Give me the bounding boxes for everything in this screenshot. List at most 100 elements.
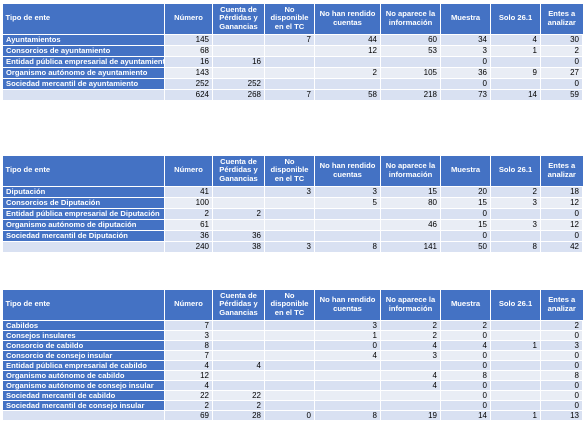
table-cell: 2	[212, 207, 265, 220]
table-cell	[212, 66, 265, 79]
table-cell: 12	[164, 369, 213, 381]
column-header: Número	[164, 4, 213, 34]
header-row: Tipo de ente Número Cuenta de Pérdidas y G…	[2, 156, 583, 186]
table-cell: 0	[440, 389, 491, 401]
table-cell	[212, 185, 265, 198]
table-cell: 4	[164, 359, 213, 371]
table-cell: 0	[540, 207, 583, 220]
total-cell: 14	[440, 409, 491, 421]
total-cell: 8	[314, 409, 381, 421]
table-cell: 4	[164, 379, 213, 391]
row-label: Ayuntamientos	[2, 33, 165, 46]
table-cell	[264, 319, 315, 331]
column-header: No han rendido cuentas	[314, 4, 381, 34]
table-cell: 8	[164, 339, 213, 351]
table-cell: 36	[164, 229, 213, 242]
table-cell: 0	[540, 349, 583, 361]
table-row: Sociedad mercantil de consejo insular 2 2 0…	[2, 399, 583, 411]
table-cell: 4	[380, 379, 441, 391]
table-cell: 7	[164, 319, 213, 331]
column-header: Número	[164, 290, 213, 320]
table-cell	[212, 33, 265, 46]
total-label-cell	[2, 88, 165, 101]
row-label: Sociedad mercantil de Diputación	[2, 229, 165, 242]
column-header: No han rendido cuentas	[314, 156, 381, 186]
column-header: No han rendido cuentas	[314, 290, 381, 320]
total-row: 624 268 7 58 218 73 14 59	[2, 88, 583, 101]
row-label: Organismo autónomo de consejo insular	[2, 379, 165, 391]
table-cell: 2	[440, 319, 491, 331]
table-cell: 44	[314, 33, 381, 46]
table-row: Sociedad mercantil de ayuntamiento 252 252…	[2, 77, 583, 90]
row-label: Sociedad mercantil de ayuntamiento	[2, 77, 165, 90]
total-cell: 38	[212, 240, 265, 253]
table-cell: 34	[440, 33, 491, 46]
table-row: Entidad pública empresarial de ayuntamie…	[2, 55, 583, 68]
table-cell: 9	[490, 66, 541, 79]
table-row: Organismo autónomo de diputación 61 46 15 3 1…	[2, 218, 583, 231]
table-row: Diputación 41 3 3 15 20 2 18	[2, 185, 583, 198]
table-cell	[264, 369, 315, 381]
header-row: Tipo de ente Número Cuenta de Pérdidas y G…	[2, 290, 583, 320]
table-cell: 252	[212, 77, 265, 90]
table-cell: 12	[314, 44, 381, 57]
table-cell	[264, 339, 315, 351]
total-cell: 240	[164, 240, 213, 253]
total-cell: 8	[490, 240, 541, 253]
table-cell	[314, 207, 381, 220]
table-cell: 2	[314, 66, 381, 79]
table-row: Consorcios de Diputación 100 5 80 15 3 12	[2, 196, 583, 209]
table-cell: 27	[540, 66, 583, 79]
column-header: No disponible en el TC	[264, 4, 315, 34]
total-label-cell	[2, 240, 165, 253]
table-cell: 36	[440, 66, 491, 79]
table-cell: 0	[540, 55, 583, 68]
table-cell	[380, 207, 441, 220]
table-cell	[264, 399, 315, 411]
table-cell: 2	[380, 319, 441, 331]
table-cell	[314, 55, 381, 68]
table-cell: 2	[490, 185, 541, 198]
table-diputacion: Tipo de ente Número Cuenta de Pérdidas y G…	[2, 156, 583, 253]
table-row: Cabildos 7 3 2 2 2	[2, 319, 583, 331]
table-cell	[380, 359, 441, 371]
total-cell: 141	[380, 240, 441, 253]
table-cell: 8	[440, 369, 491, 381]
total-cell: 59	[540, 88, 583, 101]
table-cell: 15	[380, 185, 441, 198]
table-cell	[264, 379, 315, 391]
table-cell	[314, 389, 381, 401]
table-cell	[490, 389, 541, 401]
table-cell: 3	[490, 218, 541, 231]
table-cell	[314, 369, 381, 381]
table-row: Consejos insulares 3 1 2 0 0	[2, 329, 583, 341]
table-cell	[380, 77, 441, 90]
table-cell: 41	[164, 185, 213, 198]
table-cell: 7	[264, 33, 315, 46]
total-cell: 3	[264, 240, 315, 253]
table-cell: 4	[380, 339, 441, 351]
row-label: Sociedad mercantil de cabildo	[2, 389, 165, 401]
table-cell: 3	[440, 44, 491, 57]
row-label: Consorcios de ayuntamiento	[2, 44, 165, 57]
table-cell	[380, 55, 441, 68]
total-cell: 50	[440, 240, 491, 253]
table-cell: 3	[490, 196, 541, 209]
table-cell	[264, 207, 315, 220]
table-cell	[264, 55, 315, 68]
table-ayuntamientos: Tipo de ente Número Cuenta de Pérdidas y G…	[2, 4, 583, 101]
table-cell	[314, 218, 381, 231]
table-cell: 18	[540, 185, 583, 198]
table-cell	[264, 359, 315, 371]
table-cell: 3	[540, 339, 583, 351]
table-cell: 1	[490, 339, 541, 351]
row-label: Consorcios de Diputación	[2, 196, 165, 209]
table-cell: 68	[164, 44, 213, 57]
table-cell: 1	[490, 44, 541, 57]
table-cell: 22	[164, 389, 213, 401]
table-cell: 0	[440, 359, 491, 371]
row-label: Cabildos	[2, 319, 165, 331]
table-cell	[380, 399, 441, 411]
table-cell: 4	[314, 349, 381, 361]
table-cell	[264, 196, 315, 209]
